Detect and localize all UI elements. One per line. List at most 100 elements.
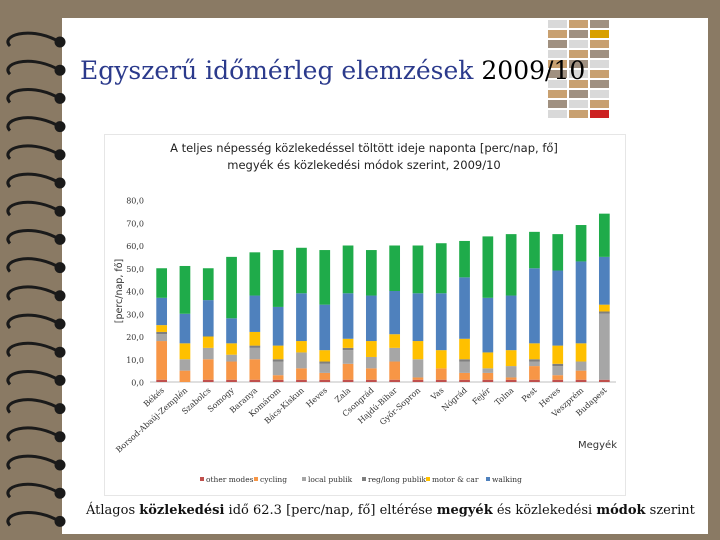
bar-segment (319, 372, 331, 380)
bar-segment (552, 234, 564, 271)
deco-block (569, 40, 588, 48)
deco-block (569, 60, 588, 68)
bar-segment (552, 366, 564, 376)
deco-block (548, 110, 567, 118)
deco-block (590, 110, 609, 118)
bar-segment (319, 350, 331, 362)
ring-wire (6, 426, 57, 442)
stacked-bar-chart: 0,0 10,0 20,0 30,0 40,0 50,0 60,0 70,0 80,0 [perc… (114, 197, 617, 485)
ring-hole (54, 64, 66, 76)
bar-segment (319, 304, 331, 351)
bar-segment (459, 361, 470, 373)
deco-block (590, 40, 609, 48)
bar-segment (552, 270, 564, 346)
deco-block (569, 20, 588, 28)
bar-segment (249, 347, 261, 360)
bar-segment (459, 240, 470, 278)
deco-block (548, 100, 567, 108)
bar-segment (575, 361, 587, 371)
bar-segment (505, 295, 517, 351)
bar-segment (389, 347, 401, 362)
bar-segment (202, 379, 214, 382)
y-axis-label: [perc/nap, fő] (114, 259, 125, 323)
bar-segment (342, 347, 354, 351)
x-tick-label: Fejér (471, 386, 493, 407)
ring-hole (54, 459, 66, 471)
bar-segment (435, 368, 447, 380)
bar-segment (272, 375, 284, 380)
bar-segment (179, 265, 191, 314)
ring-wire (6, 257, 57, 273)
bar-segment (249, 345, 261, 348)
deco-block (590, 90, 609, 98)
bar-segment (179, 359, 191, 371)
bar-segment (319, 379, 331, 382)
y-tick-label: 40,0 (126, 288, 144, 297)
bar-segment (296, 352, 307, 369)
x-tick-label: Pest (520, 385, 539, 404)
deco-block (590, 50, 609, 58)
bar-segment (482, 368, 494, 373)
bar-segment (459, 359, 470, 362)
ring-wire (6, 482, 57, 499)
chart-title-line-1: A teljes népesség közlekedéssel töltött … (170, 141, 558, 155)
bar-segment (272, 361, 284, 376)
bar-segment (575, 261, 587, 344)
bar-segment (365, 379, 377, 382)
bar-segment (226, 256, 237, 319)
legend-label: cycling (260, 475, 287, 484)
bar-segment (389, 245, 401, 291)
bar-segment (552, 379, 564, 382)
caption-prefix: Átlagos (86, 503, 140, 518)
bar-segment (529, 379, 540, 382)
ring-wire (6, 341, 57, 358)
caption-mid-1: idő 62.3 [perc/nap, fő] eltérése (224, 503, 437, 518)
bar-segment (296, 341, 307, 353)
deco-block (569, 110, 588, 118)
deco-block (569, 70, 588, 78)
ring-hole (54, 290, 66, 302)
ring-hole (54, 121, 66, 133)
deco-block (590, 70, 609, 78)
ring-wire (6, 398, 57, 414)
bar-segment (482, 372, 494, 380)
ring-hole (54, 403, 66, 415)
deco-block (590, 20, 609, 28)
bar-segment (435, 293, 447, 351)
bar-segment (342, 379, 354, 382)
bar-segment (435, 350, 447, 369)
bar-segment (505, 379, 517, 382)
bar-segment (156, 341, 168, 380)
slide-caption: Átlagos közlekedési idő 62.3 [perc/nap, … (86, 503, 695, 518)
y-tick-label: 50,0 (126, 265, 144, 274)
legend-swatch (200, 477, 204, 481)
bar-segment (156, 325, 168, 332)
ring-hole (54, 205, 66, 217)
bar-segment (482, 352, 494, 369)
ring-wire (6, 200, 57, 217)
deco-block (569, 90, 588, 98)
bar-segment (226, 361, 237, 380)
ring-wire (6, 31, 57, 48)
bar-segment (529, 231, 540, 269)
bar-segment (156, 268, 168, 298)
ring-hole (54, 233, 66, 245)
bar-segment (529, 359, 540, 362)
bar-segment (249, 252, 261, 296)
ring-wire (6, 285, 57, 301)
x-axis-label: Megyék (578, 439, 617, 451)
ring-hole (54, 177, 66, 189)
bar-segment (505, 350, 517, 367)
bar-segment (575, 225, 587, 262)
bar-segment (389, 379, 401, 382)
bar-segment (575, 379, 587, 382)
bar-segment (365, 295, 377, 342)
bar-segment (482, 236, 494, 298)
bar-segment (552, 363, 564, 367)
ring-hole (54, 318, 66, 330)
bar-segment (342, 338, 354, 348)
ring-wire (6, 454, 57, 471)
bar-segment (505, 366, 517, 378)
bar-segment (365, 341, 377, 357)
caption-bold-3: módok (596, 503, 646, 518)
